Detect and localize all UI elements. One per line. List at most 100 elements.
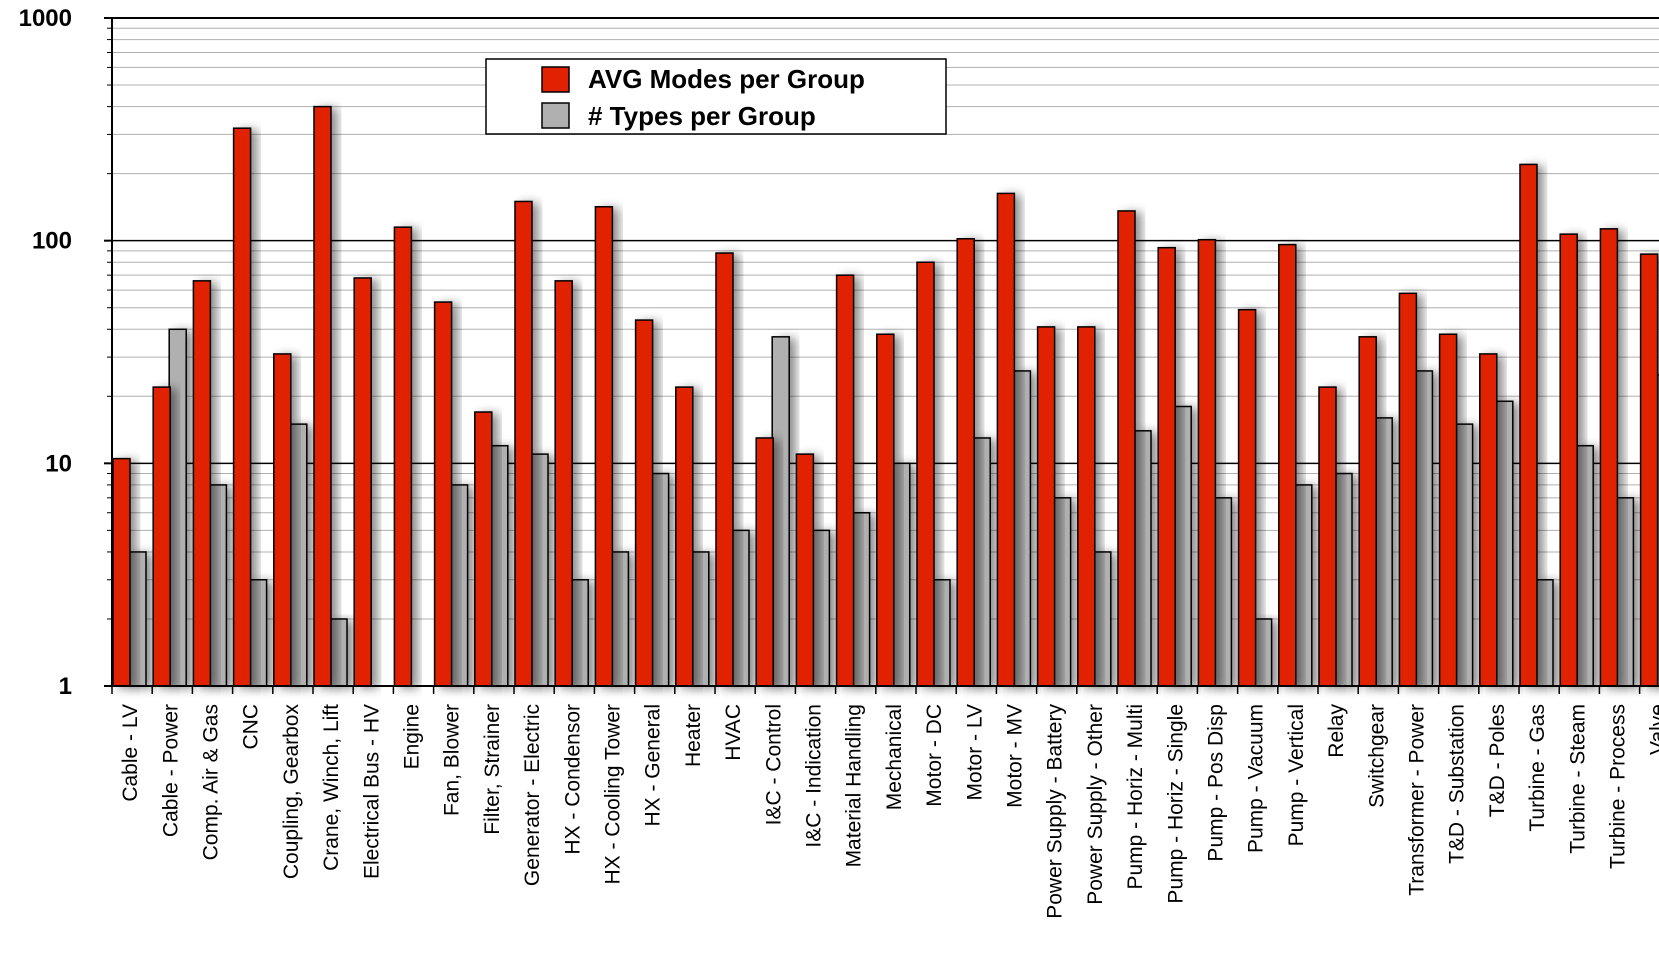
bar-avg-modes-per-group [1358, 336, 1377, 687]
x-tick-labels: Cable - LV Cable - Power Comp. Air & Gas CN… [119, 704, 1659, 919]
x-tick-label: Cable - Power [159, 704, 182, 837]
bar-avg-modes-per-group [956, 238, 975, 687]
y-tick-label: 100 [32, 228, 72, 255]
x-tick-label: Turbine - Steam [1566, 704, 1589, 854]
bar-avg-modes-per-group [1559, 233, 1578, 687]
bar-avg-modes-per-group [232, 127, 252, 687]
bar-types-per-group [1334, 472, 1353, 687]
x-tick-label: Transformer - Power [1406, 704, 1429, 896]
bar-avg-modes-per-group [835, 274, 855, 687]
x-tick-label: HVAC [722, 704, 745, 761]
x-tick-label: Relay [1325, 704, 1348, 758]
x-tick-label: Mechanical [883, 704, 906, 810]
bar-avg-modes-per-group [1639, 253, 1659, 687]
x-tick-label: Comp. Air & Gas [200, 704, 223, 860]
legend-label-types: # Types per Group [588, 101, 816, 131]
x-tick-label: Generator - Electric [521, 704, 544, 886]
x-tick-label: Material Handling [843, 704, 866, 867]
bar-avg-modes-per-group [1237, 308, 1257, 687]
bar-types-per-group [168, 328, 187, 687]
bar-types-per-group [128, 551, 147, 687]
bar-avg-modes-per-group [1479, 353, 1498, 687]
bar-avg-modes-per-group [755, 437, 774, 687]
bar-avg-modes-per-group [1318, 386, 1337, 687]
bar-types-per-group [570, 579, 589, 687]
x-tick-label: Motor - LV [963, 704, 986, 800]
x-tick-label: Coupling, Gearbox [280, 704, 303, 880]
x-tick-label: HX - General [642, 704, 665, 827]
y-tick-label: 10 [45, 450, 72, 477]
x-tick-label: Engine [401, 704, 424, 769]
x-tick-label: Pump - Vacuum [1245, 704, 1268, 853]
x-tick-label: Switchgear [1365, 704, 1388, 808]
bar-types-per-group [329, 618, 348, 687]
y-tick-label: 1000 [19, 5, 72, 32]
x-tick-label: T&D - Substation [1446, 704, 1469, 864]
bar-avg-modes-per-group [1036, 326, 1056, 687]
legend-swatch-types [541, 102, 570, 129]
bar-types-per-group [892, 462, 911, 687]
bar-avg-modes-per-group [433, 301, 453, 687]
x-tick-label: Pump - Vertical [1285, 704, 1308, 846]
bar-types-per-group [1454, 423, 1474, 687]
x-tick-label: Heater [682, 704, 705, 767]
x-tick-label: Motor - DC [923, 704, 946, 807]
bar-types-per-group [1575, 444, 1594, 687]
bar-avg-modes-per-group [1077, 326, 1096, 687]
bar-types-per-group [530, 453, 549, 687]
bar-avg-modes-per-group [313, 105, 332, 687]
bar-avg-modes-per-group [514, 200, 533, 687]
bar-types-per-group [771, 336, 790, 687]
x-tick-label: Fan, Blower [441, 704, 464, 816]
x-tick-label: HX - Condensor [561, 704, 584, 855]
x-tick-label: Crane, Winch, Lift [320, 704, 343, 871]
bar-types-per-group [610, 551, 630, 687]
x-tick-label: HX - Cooling Tower [602, 704, 625, 885]
bar-avg-modes-per-group [1519, 163, 1538, 687]
bar-types-per-group [851, 511, 871, 687]
bar-avg-modes-per-group [795, 453, 815, 687]
bar-avg-modes-per-group [715, 252, 734, 687]
bar-avg-modes-per-group [996, 192, 1016, 687]
bar-avg-modes-per-group [1117, 210, 1136, 687]
bar-avg-modes-per-group [353, 277, 372, 687]
bar-types-per-group [1012, 370, 1032, 687]
bar-avg-modes-per-group [474, 411, 493, 687]
bar-types-per-group [1495, 400, 1514, 687]
legend-label-avg-modes: AVG Modes per Group [588, 64, 865, 94]
bar-types-per-group [731, 529, 750, 687]
bar-avg-modes-per-group [112, 457, 131, 687]
axes: 1 10 100 1000 [19, 5, 1659, 700]
x-tick-label: Pump - Horiz - Single [1164, 704, 1187, 904]
bar-types-per-group [1173, 405, 1192, 687]
bar-types-per-group [691, 551, 710, 687]
x-tick-label: Turbine - Gas [1526, 704, 1549, 832]
bar-avg-modes-per-group [1599, 228, 1619, 687]
x-tick-label: Turbine - Process [1607, 704, 1630, 869]
bar-types-per-group [1615, 497, 1635, 687]
bar-avg-modes-per-group [152, 386, 171, 687]
bar-avg-modes-per-group [876, 333, 895, 687]
x-tick-label: Filter, Strainer [481, 704, 504, 835]
x-tick-label: I&C - Control [762, 704, 785, 825]
bar-avg-modes-per-group [1398, 292, 1418, 687]
bar-avg-modes-per-group [675, 386, 694, 687]
bar-types-per-group [650, 472, 670, 687]
bar-avg-modes-per-group [594, 206, 614, 687]
bar-types-per-group [1133, 430, 1152, 687]
x-tick-label: Electrical Bus - HV [360, 704, 383, 879]
x-tick-label: Valve [1647, 704, 1659, 755]
bar-types-per-group [248, 579, 268, 687]
bar-avg-modes-per-group [634, 319, 654, 687]
bar-types-per-group [1374, 417, 1393, 687]
bar-avg-modes-per-group [393, 226, 413, 687]
x-tick-label: Motor - MV [1004, 704, 1027, 808]
bar-types-per-group [1535, 579, 1554, 687]
bar-avg-modes-per-group [916, 261, 935, 687]
bar-types-per-group [972, 437, 991, 687]
bar-types-per-group [449, 484, 469, 687]
legend-swatch-avg-modes [541, 66, 570, 93]
x-tick-label: Pump - Pos Disp [1205, 704, 1228, 862]
